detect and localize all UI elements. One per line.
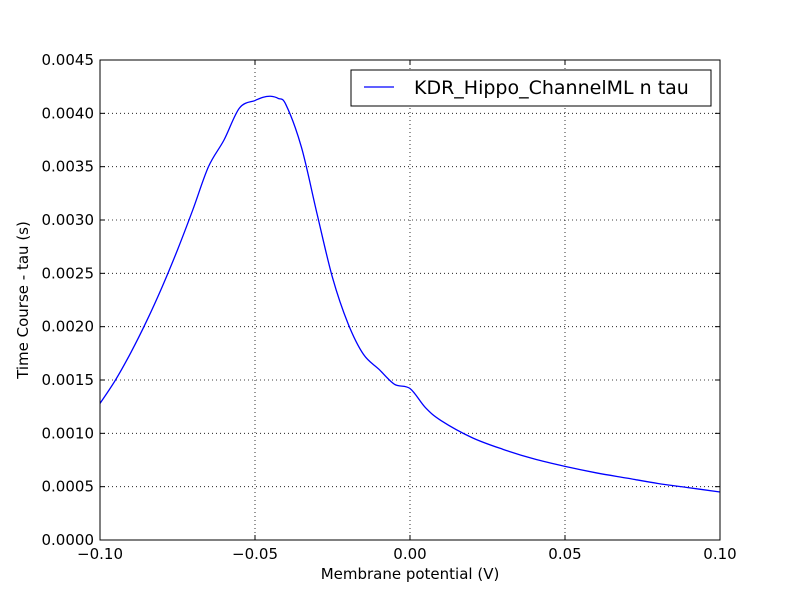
x-tick-label: −0.10 [77, 545, 123, 563]
legend-entry: KDR_Hippo_ChannelML n tau [414, 77, 689, 99]
y-tick-label: 0.0020 [42, 318, 95, 336]
y-tick-label: 0.0000 [42, 531, 95, 549]
y-tick-label: 0.0025 [42, 264, 95, 282]
x-tick-label: 0.10 [703, 545, 736, 563]
y-tick-label: 0.0035 [42, 158, 95, 176]
y-tick-label: 0.0010 [42, 424, 95, 442]
y-tick-label: 0.0030 [42, 211, 95, 229]
series-layer [99, 95, 721, 493]
y-axis-label: Time Course - tau (s) [14, 221, 32, 380]
x-axis-label: Membrane potential (V) [321, 565, 500, 583]
y-tick-label: 0.0015 [42, 371, 95, 389]
legend: KDR_Hippo_ChannelML n tau [350, 69, 712, 107]
y-tick-label: 0.0040 [42, 104, 95, 122]
ticks: −0.10 −0.05 0.00 0.05 0.10 0.0000 0.0005 0.0010… [42, 51, 737, 563]
legend-box [350, 69, 712, 107]
y-tick-label: 0.0005 [42, 478, 95, 496]
grid [100, 60, 720, 540]
x-tick-label: 0.00 [393, 545, 426, 563]
series-line [99, 95, 721, 493]
x-tick-label: 0.05 [548, 545, 581, 563]
x-tick-label: −0.05 [232, 545, 278, 563]
y-tick-label: 0.0045 [42, 51, 95, 69]
